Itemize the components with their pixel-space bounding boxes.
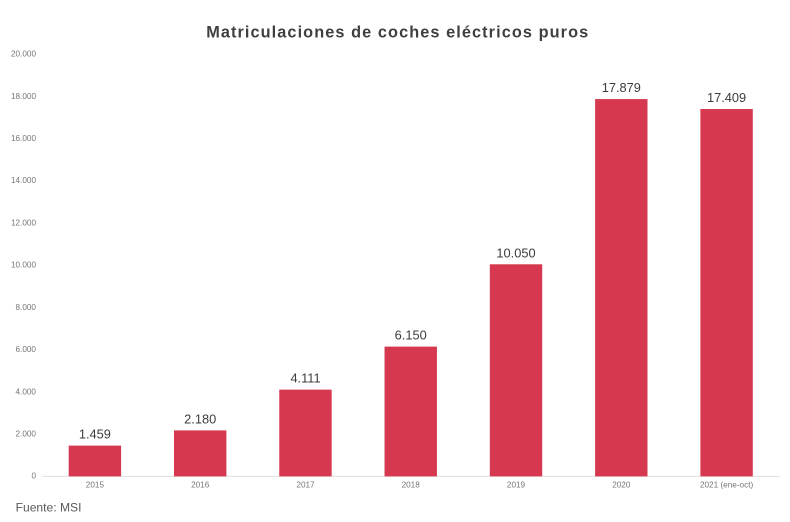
svg-text:10.000: 10.000 — [11, 261, 36, 270]
svg-text:4.000: 4.000 — [16, 387, 37, 396]
svg-text:2.000: 2.000 — [16, 430, 37, 439]
svg-text:12.000: 12.000 — [11, 218, 36, 227]
svg-text:6.000: 6.000 — [16, 345, 37, 354]
svg-text:0: 0 — [31, 472, 36, 481]
svg-text:17.879: 17.879 — [602, 80, 641, 95]
svg-text:18.000: 18.000 — [11, 92, 36, 101]
svg-text:17.409: 17.409 — [707, 90, 746, 105]
svg-text:2020: 2020 — [612, 481, 631, 490]
svg-text:14.000: 14.000 — [11, 176, 36, 185]
svg-text:2021 (ene-oct): 2021 (ene-oct) — [700, 481, 754, 490]
svg-text:2017: 2017 — [296, 481, 315, 490]
svg-text:4.111: 4.111 — [290, 371, 320, 386]
svg-text:2019: 2019 — [507, 481, 526, 490]
svg-text:6.150: 6.150 — [395, 328, 427, 343]
svg-text:Fuente: MSI: Fuente: MSI — [16, 501, 82, 515]
svg-text:2.180: 2.180 — [184, 411, 216, 426]
svg-text:20.000: 20.000 — [11, 50, 36, 59]
svg-text:2015: 2015 — [86, 481, 105, 490]
svg-text:16.000: 16.000 — [11, 134, 36, 143]
svg-text:2018: 2018 — [402, 481, 421, 490]
svg-text:Matriculaciones de coches eléc: Matriculaciones de coches eléctricos pur… — [206, 24, 588, 42]
svg-text:2016: 2016 — [191, 481, 210, 490]
svg-text:10.050: 10.050 — [496, 245, 535, 260]
svg-text:8.000: 8.000 — [16, 303, 37, 312]
svg-text:1.459: 1.459 — [79, 427, 111, 442]
